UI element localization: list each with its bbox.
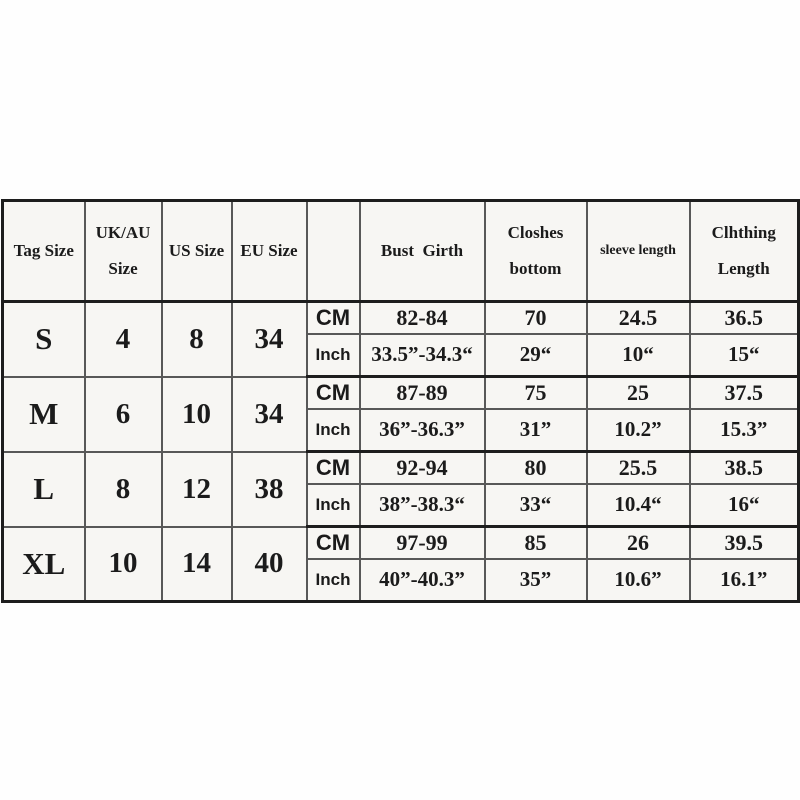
- size-chart-table: Tag Size UK/AU Size US Size EU Size Bust…: [1, 199, 800, 603]
- header-ukau-size: UK/AU Size: [83, 199, 163, 303]
- row-l-cm: L 8 12 38 CM 92-94 80 25.5 38.5: [1, 450, 800, 527]
- value-cell: 16.1”: [688, 557, 800, 603]
- value-cell: 10.2”: [585, 407, 691, 453]
- header-eu-size: EU Size: [230, 199, 308, 303]
- unit-label-inch: Inch: [305, 407, 361, 453]
- value-cell: 24.5: [585, 300, 691, 334]
- value-cell: 26: [585, 525, 691, 559]
- us-cell-xl: 14: [160, 525, 233, 602]
- us-cell-s: 8: [160, 300, 233, 377]
- value-cell: 29“: [483, 332, 588, 378]
- value-cell: 40”-40.3”: [358, 557, 486, 603]
- value-cell: 36.5: [688, 300, 800, 334]
- value-cell: 37.5: [688, 375, 800, 409]
- header-closhes-bottom: Closhes bottom: [483, 199, 588, 303]
- value-cell: 38”-38.3“: [358, 482, 486, 528]
- ukau-cell-s: 4: [83, 300, 163, 377]
- value-cell: 85: [483, 525, 588, 559]
- ukau-cell-m: 6: [83, 375, 163, 452]
- value-cell: 16“: [688, 482, 800, 528]
- value-cell: 80: [483, 450, 588, 484]
- header-bust-girth: Bust Girth: [358, 199, 486, 303]
- value-cell: 10.4“: [585, 482, 691, 528]
- value-cell: 70: [483, 300, 588, 334]
- row-l-inch: Inch 38”-38.3“ 33“ 10.4“ 16“: [3, 482, 800, 528]
- value-cell: 39.5: [688, 525, 800, 559]
- row-m-inch: Inch 36”-36.3” 31” 10.2” 15.3”: [3, 407, 800, 453]
- eu-cell-l: 38: [230, 450, 308, 527]
- row-m-cm: M 6 10 34 CM 87-89 75 25 37.5: [1, 375, 800, 452]
- unit-label-inch: Inch: [305, 482, 361, 528]
- value-cell: 35”: [483, 557, 588, 603]
- eu-cell-s: 34: [230, 300, 308, 377]
- row-xl-inch: Inch 40”-40.3” 35” 10.6” 16.1”: [3, 557, 800, 603]
- row-s-inch: Inch 33.5”-34.3“ 29“ 10“ 15“: [3, 332, 800, 378]
- row-xl-cm: XL 10 14 40 CM 97-99 85 26 39.5: [1, 525, 800, 602]
- unit-label-cm: CM: [305, 300, 361, 334]
- size-cell-l: L: [1, 450, 86, 527]
- ukau-cell-l: 8: [83, 450, 163, 527]
- value-cell: 15“: [688, 332, 800, 378]
- value-cell: 10“: [585, 332, 691, 378]
- value-cell: 25.5: [585, 450, 691, 484]
- size-cell-xl: XL: [1, 525, 86, 602]
- unit-label-cm: CM: [305, 375, 361, 409]
- header-unit-empty: [305, 199, 361, 303]
- value-cell: 92-94: [358, 450, 486, 484]
- us-cell-m: 10: [160, 375, 233, 452]
- eu-cell-m: 34: [230, 375, 308, 452]
- value-cell: 31”: [483, 407, 588, 453]
- header-tag-size: Tag Size: [1, 199, 86, 303]
- value-cell: 87-89: [358, 375, 486, 409]
- value-cell: 33.5”-34.3“: [358, 332, 486, 378]
- header-clothing-length: Clhthing Length: [688, 199, 800, 303]
- unit-label-inch: Inch: [305, 557, 361, 603]
- value-cell: 25: [585, 375, 691, 409]
- us-cell-l: 12: [160, 450, 233, 527]
- unit-label-cm: CM: [305, 450, 361, 484]
- value-cell: 33“: [483, 482, 588, 528]
- size-cell-m: M: [1, 375, 86, 452]
- value-cell: 36”-36.3”: [358, 407, 486, 453]
- value-cell: 97-99: [358, 525, 486, 559]
- value-cell: 82-84: [358, 300, 486, 334]
- header-row: Tag Size UK/AU Size US Size EU Size Bust…: [1, 199, 800, 303]
- header-us-size: US Size: [160, 199, 233, 303]
- value-cell: 15.3”: [688, 407, 800, 453]
- unit-label-inch: Inch: [305, 332, 361, 378]
- size-cell-s: S: [1, 300, 86, 377]
- ukau-cell-xl: 10: [83, 525, 163, 602]
- unit-label-cm: CM: [305, 525, 361, 559]
- value-cell: 38.5: [688, 450, 800, 484]
- eu-cell-xl: 40: [230, 525, 308, 602]
- value-cell: 75: [483, 375, 588, 409]
- row-s-cm: S 4 8 34 CM 82-84 70 24.5 36.5: [1, 300, 800, 377]
- value-cell: 10.6”: [585, 557, 691, 603]
- header-sleeve-length: sleeve length: [585, 199, 691, 303]
